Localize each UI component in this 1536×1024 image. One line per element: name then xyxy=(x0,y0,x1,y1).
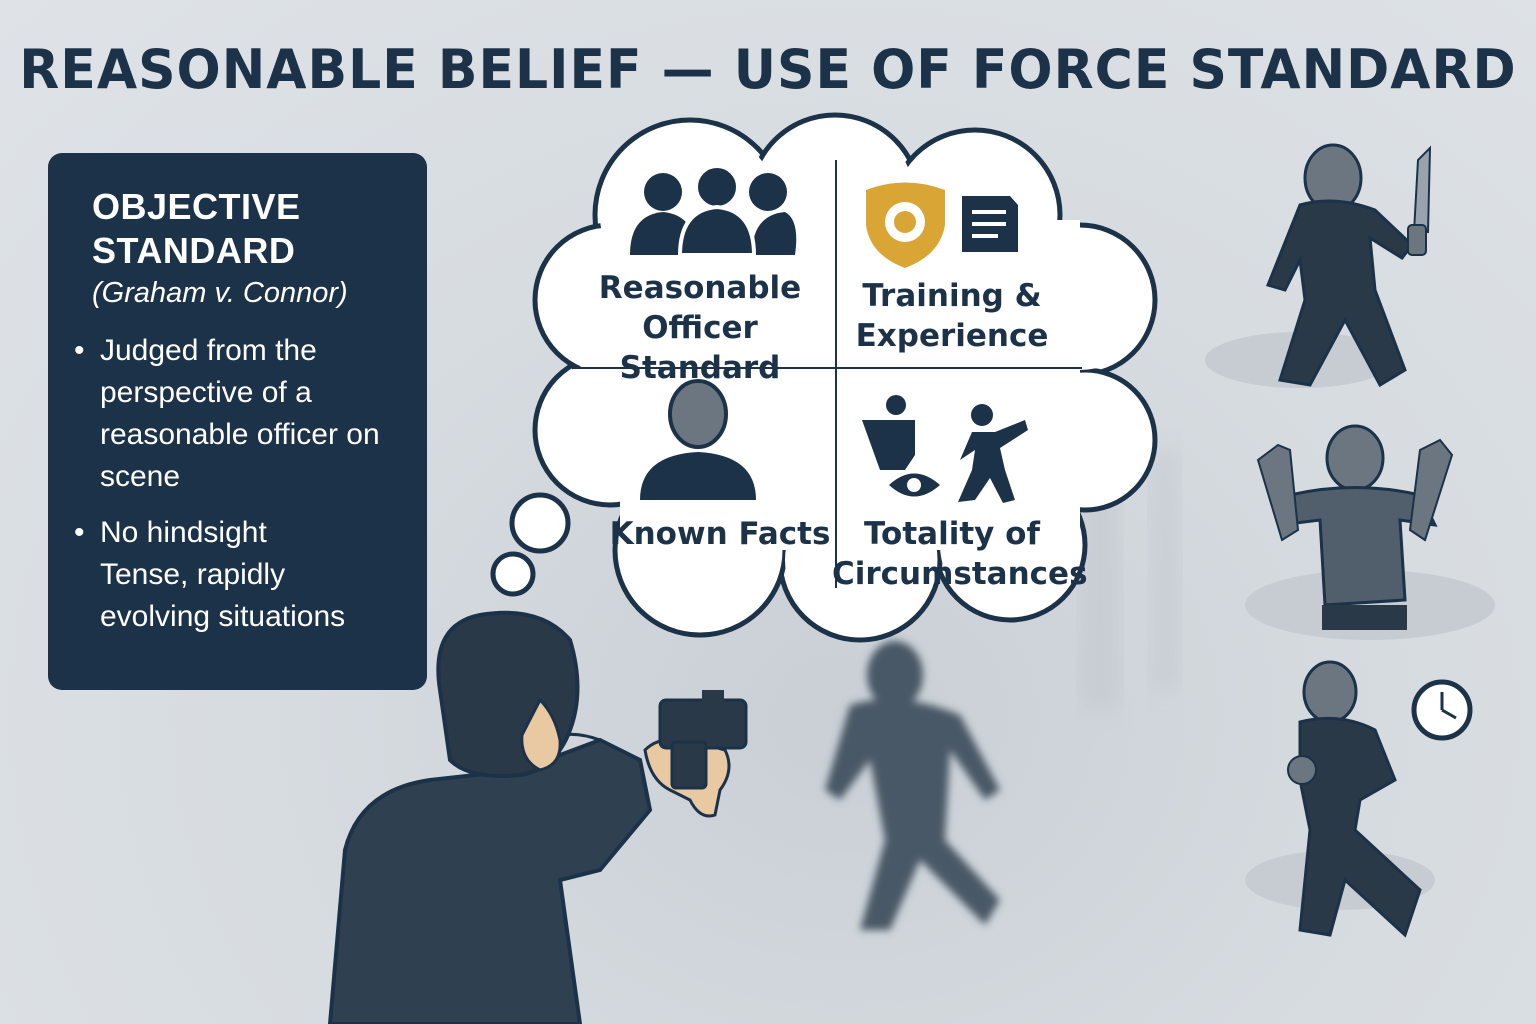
cell-4-line2: Circumstances xyxy=(832,556,1088,592)
person-with-knife xyxy=(1205,143,1432,388)
cloud-cell-2-label: Training & Experience xyxy=(832,276,1072,356)
cell-1-line1: Reasonable xyxy=(598,270,802,306)
cloud-cell-4-label: Totality of Circumstances xyxy=(832,514,1088,594)
person-icon xyxy=(640,379,756,500)
bullet-dot: • xyxy=(74,334,85,367)
cell-3-line1: Known Facts xyxy=(609,516,831,552)
person-hands-raised xyxy=(1245,424,1495,640)
officer-figure xyxy=(327,610,748,1024)
group-icon xyxy=(630,164,797,257)
panel-bullet-2-text: No hindsight xyxy=(100,516,267,549)
cell-1-line2: Officer Standard xyxy=(619,310,781,386)
objective-standard-panel: OBJECTIVE STANDARD (Graham v. Connor) • … xyxy=(48,153,427,690)
panel-heading-line1: OBJECTIVE xyxy=(92,186,301,227)
totality-of-circumstances-icon xyxy=(862,395,1028,503)
panel-bullet-1: • Judged from the perspective of a reaso… xyxy=(74,330,397,498)
panel-case-citation: (Graham v. Connor) xyxy=(92,277,348,309)
bullet-dot: • xyxy=(74,516,85,549)
page-title: REASONABLE BELIEF — USE OF FORCE STANDAR… xyxy=(19,38,1517,102)
panel-bullet-1-text: Judged from the perspective of a reasona… xyxy=(100,334,380,493)
panel-heading-line2: STANDARD xyxy=(92,230,296,271)
clock-icon xyxy=(1411,679,1473,741)
cell-2-line2: Experience xyxy=(855,318,1049,354)
panel-bullet-2-continuation: Tense, rapidly evolving situations xyxy=(100,558,346,633)
badge-icon xyxy=(866,182,945,268)
person-agitated-with-clock xyxy=(1245,660,1473,938)
cell-4-line1: Totality of xyxy=(864,516,1040,552)
thought-bubble-small-2 xyxy=(490,551,536,597)
document-icon xyxy=(962,196,1018,252)
blurred-suspect-figure xyxy=(825,641,1000,930)
cloud-cell-1-label: Reasonable Officer Standard xyxy=(560,268,840,388)
panel-bullet-2: • No hindsight xyxy=(74,512,397,554)
cloud-cell-3-label: Known Facts xyxy=(600,514,840,554)
cell-2-line1: Training & xyxy=(862,278,1042,314)
thought-bubble-small-1 xyxy=(509,492,571,554)
